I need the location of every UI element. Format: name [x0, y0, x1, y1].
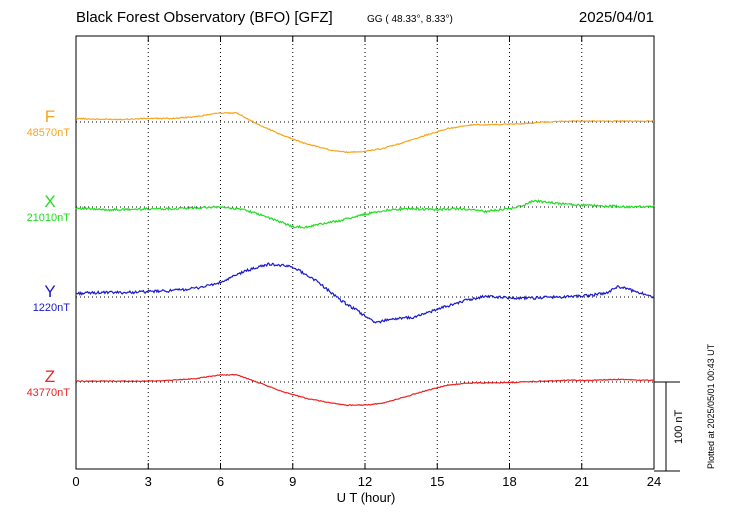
x-tick-label: 24	[646, 474, 662, 489]
plotted-timestamp: Plotted at 2025/05/01 00:43 UT	[706, 343, 716, 469]
series-line-y	[75, 262, 655, 324]
component-baseline-z: 43770nT	[26, 387, 70, 399]
x-tick-label: 15	[430, 474, 445, 489]
x-tick-label: 0	[72, 474, 80, 489]
x-axis-label: U T (hour)	[336, 490, 396, 505]
series-line-x	[75, 199, 655, 229]
component-label-y: Y	[44, 282, 56, 301]
scale-bar-label: 100 nT	[673, 409, 685, 444]
component-baseline-y: 1220nT	[32, 302, 70, 314]
component-label-x: X	[44, 192, 56, 211]
x-tick-label: 9	[289, 474, 297, 489]
x-tick-label: 12	[357, 474, 373, 489]
series-line-f	[75, 111, 655, 154]
x-tick-label: 18	[502, 474, 517, 489]
chart-title: Black Forest Observatory (BFO) [GFZ]	[76, 9, 333, 26]
x-tick-label: 21	[574, 474, 589, 489]
x-tick-label: 3	[144, 474, 152, 489]
component-baseline-f: 48570nT	[26, 127, 70, 139]
station-coordinates: GG ( 48.33°, 8.33°)	[367, 14, 453, 25]
x-tick-label: 6	[216, 474, 225, 489]
series-line-z	[75, 373, 655, 407]
component-label-f: F	[44, 107, 56, 126]
chart-date: 2025/04/01	[578, 9, 654, 26]
component-baseline-x: 21010nT	[26, 212, 70, 224]
component-label-z: Z	[44, 367, 56, 386]
